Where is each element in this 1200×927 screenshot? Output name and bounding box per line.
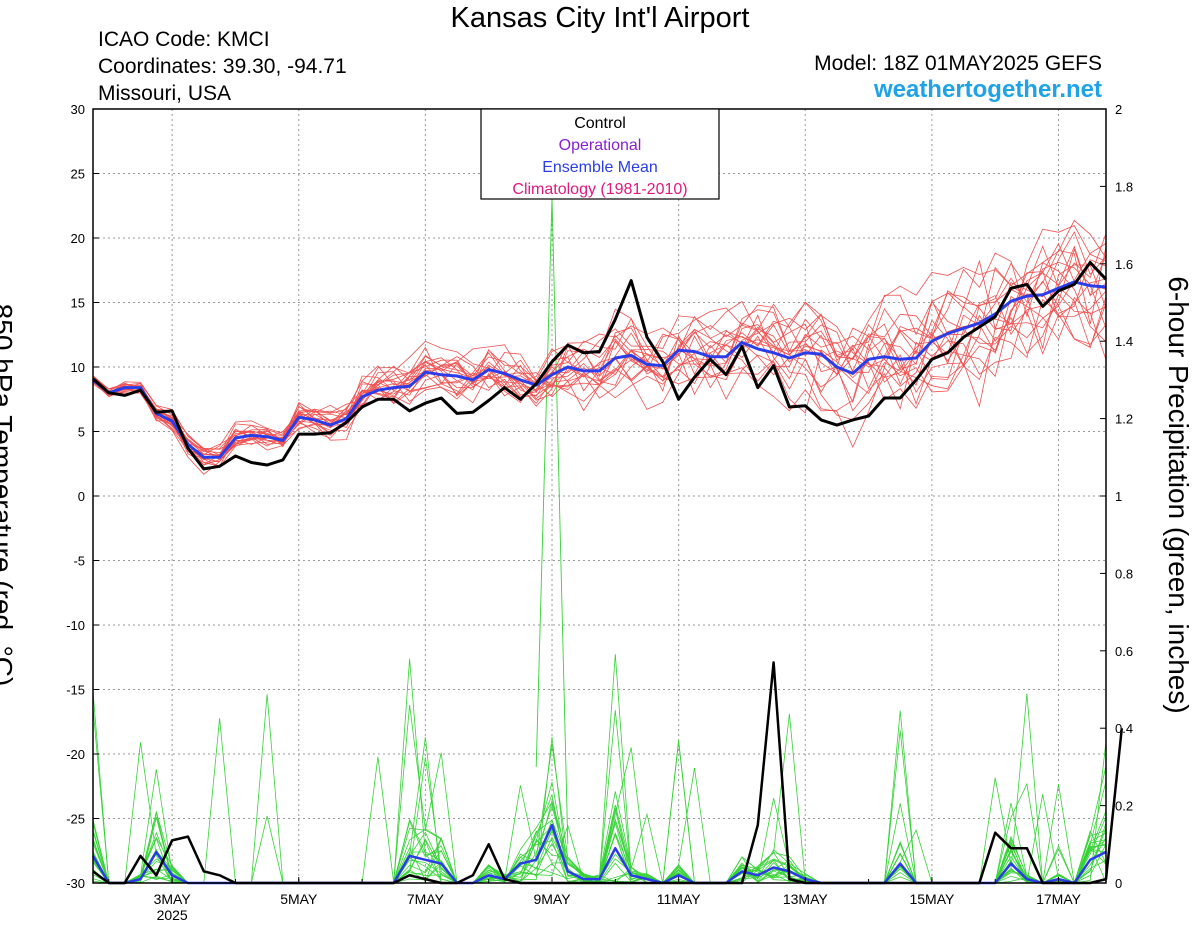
left-tick-label: -30 xyxy=(66,876,85,891)
right-tick-label: 1 xyxy=(1115,489,1122,504)
temp-member-line xyxy=(92,231,1107,456)
left-tick-label: -20 xyxy=(66,747,85,762)
left-tick-label: 15 xyxy=(71,296,85,311)
temp-member-line xyxy=(92,219,1107,456)
right-tick-label: 1.6 xyxy=(1115,257,1133,272)
x-tick-label: 3MAY xyxy=(154,891,192,907)
right-tick-label: 0.6 xyxy=(1115,644,1133,659)
left-tick-label: 25 xyxy=(71,167,85,182)
right-tick-label: 0.4 xyxy=(1115,721,1133,736)
right-tick-label: 0 xyxy=(1115,876,1122,891)
precip-member-line xyxy=(92,739,1107,884)
site-link[interactable]: weathertogether.net xyxy=(873,76,1102,103)
temp-member-line xyxy=(92,293,1107,463)
left-tick-label: 0 xyxy=(78,489,85,504)
precip-member-line xyxy=(92,730,1107,884)
precip-member-line xyxy=(92,747,1107,885)
chart-title: Kansas City Int'l Airport xyxy=(450,2,750,34)
precip-member-line xyxy=(92,736,1107,884)
left-tick-label: -10 xyxy=(66,618,85,633)
x-tick-label: 7MAY xyxy=(407,891,445,907)
legend-entry-operational: Operational xyxy=(559,137,642,154)
left-tick-label: 20 xyxy=(71,231,85,246)
temp-member-line xyxy=(92,305,1107,467)
precip-member-line xyxy=(92,741,1107,884)
precip-member-line xyxy=(92,794,1107,885)
precip-member-line xyxy=(92,710,1107,884)
ensemble-temp-members xyxy=(92,219,1107,475)
right-tick-label: 1.2 xyxy=(1115,412,1133,427)
precip-member-line xyxy=(92,658,1107,884)
precip-member-line xyxy=(92,741,1107,884)
grid-lines xyxy=(93,109,1106,883)
legend: Control Operational Ensemble Mean Climatolo… xyxy=(480,108,720,200)
icao-code: ICAO Code: KMCI xyxy=(98,28,270,51)
precip-member-line xyxy=(92,654,1107,884)
right-tick-label: 2 xyxy=(1115,102,1122,117)
legend-box xyxy=(480,108,720,200)
legend-entry-climatology-1981-2010: Climatology (1981-2010) xyxy=(512,181,687,198)
x-tick-label: 15MAY xyxy=(909,891,955,907)
precip-member-line xyxy=(92,693,1107,884)
ensemble-mean-line xyxy=(92,280,1107,459)
x-tick-label: 11MAY xyxy=(657,891,701,907)
temp-member-line xyxy=(92,224,1107,468)
left-tick-label: 10 xyxy=(71,360,85,375)
temp-member-line xyxy=(92,292,1107,461)
legend-entry-control: Control xyxy=(574,115,626,132)
location-state: Missouri, USA xyxy=(98,82,232,105)
temp-member-line xyxy=(92,246,1107,460)
left-tick-label: -5 xyxy=(73,554,85,569)
left-tick-label: -15 xyxy=(66,683,85,698)
control-line xyxy=(91,261,1108,471)
right-tick-label: 1.8 xyxy=(1115,179,1133,194)
temp-member-line xyxy=(92,295,1107,455)
left-tick-label: 5 xyxy=(78,425,85,440)
x-tick-label: 9MAY xyxy=(533,891,571,907)
precip-member-line xyxy=(92,713,1107,884)
left-tick-label: -25 xyxy=(66,812,85,827)
axis-ticks: 302520151050-5-10-15-20-25-3021.81.61.41… xyxy=(66,102,1133,923)
precip-member-line xyxy=(92,704,1107,884)
coordinates: Coordinates: 39.30, -94.71 xyxy=(98,55,347,78)
x-tick-label: 5MAY xyxy=(280,891,318,907)
right-tick-label: 0.8 xyxy=(1115,566,1133,581)
precip-member-line xyxy=(92,691,1107,884)
x-tick-label: 17MAY xyxy=(1036,891,1082,907)
right-tick-label: 0.2 xyxy=(1115,799,1133,814)
x-year-label: 2025 xyxy=(157,907,188,923)
precip-member-line xyxy=(92,694,1107,884)
legend-entry-ensemble-mean: Ensemble Mean xyxy=(542,159,658,176)
ensemble-precip-members xyxy=(92,197,1107,885)
precip-member-line xyxy=(92,718,1107,884)
right-tick-label: 1.4 xyxy=(1115,334,1133,349)
model-run: Model: 18Z 01MAY2025 GEFS xyxy=(814,52,1102,75)
precip-member-line xyxy=(92,710,1107,884)
precip-member-line xyxy=(92,767,1107,884)
temp-member-line xyxy=(92,245,1107,457)
x-tick-label: 13MAY xyxy=(783,891,829,907)
temp-member-line xyxy=(92,252,1107,461)
left-tick-label: 30 xyxy=(71,102,85,117)
temp-member-line xyxy=(92,264,1107,463)
temp-member-line xyxy=(92,245,1107,451)
